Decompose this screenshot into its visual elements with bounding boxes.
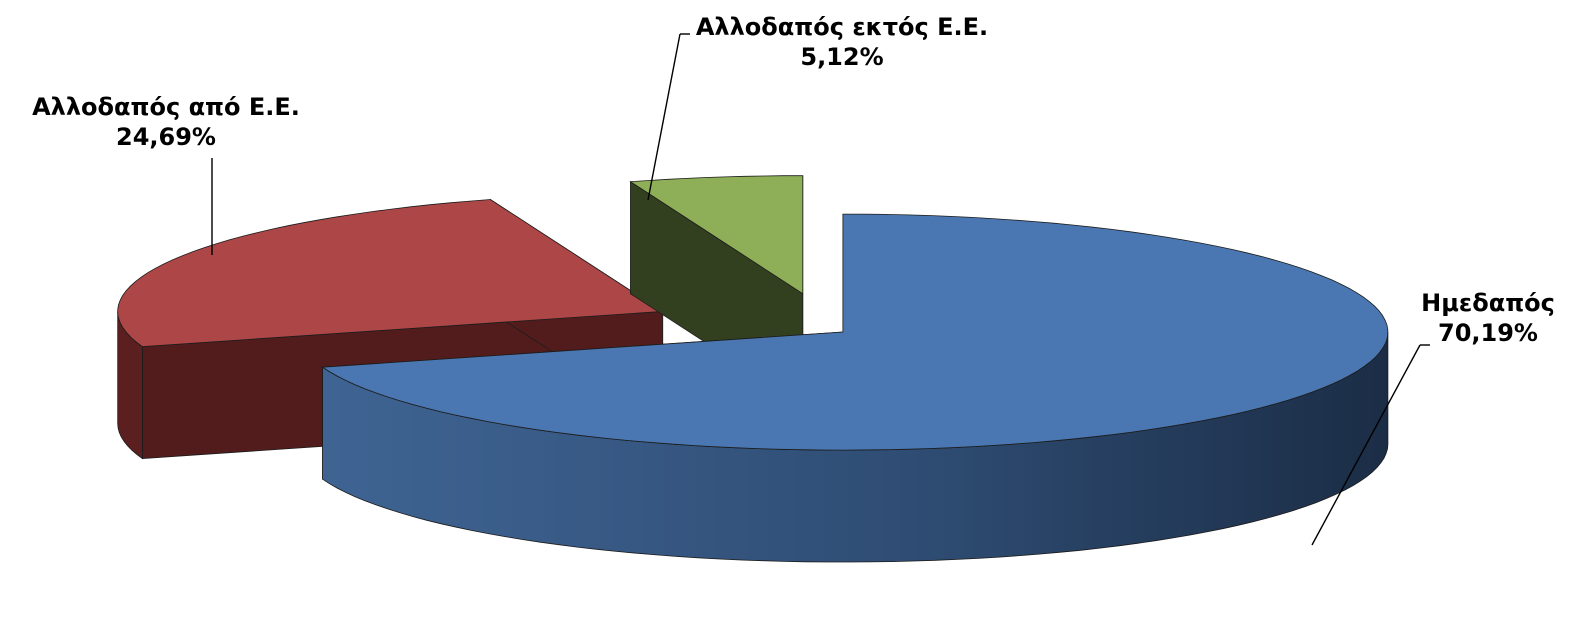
slice-label-0: Ημεδαπός 70,19% xyxy=(1421,288,1555,348)
slice-name-2: Αλλοδαπός εκτός Ε.Ε. xyxy=(695,13,989,41)
slice-value-2: 5,12% xyxy=(800,43,884,71)
slice-0-top xyxy=(321,213,1389,451)
slice-value-1: 24,69% xyxy=(116,123,216,151)
slice-name-0: Ημεδαπός xyxy=(1421,289,1555,317)
leader-line-2 xyxy=(647,33,681,201)
leader-line-0 xyxy=(1311,344,1421,546)
slice-label-2: Αλλοδαπός εκτός Ε.Ε. 5,12% xyxy=(696,12,988,72)
slice-2-top xyxy=(629,175,804,295)
slice-1-top xyxy=(117,199,664,348)
slice-0 xyxy=(321,213,1389,563)
slice-name-1: Αλλοδαπός από Ε.Ε. xyxy=(32,93,300,121)
slice-value-0: 70,19% xyxy=(1438,319,1538,347)
slice-label-1: Αλλοδαπός από Ε.Ε. 24,69% xyxy=(32,92,300,152)
